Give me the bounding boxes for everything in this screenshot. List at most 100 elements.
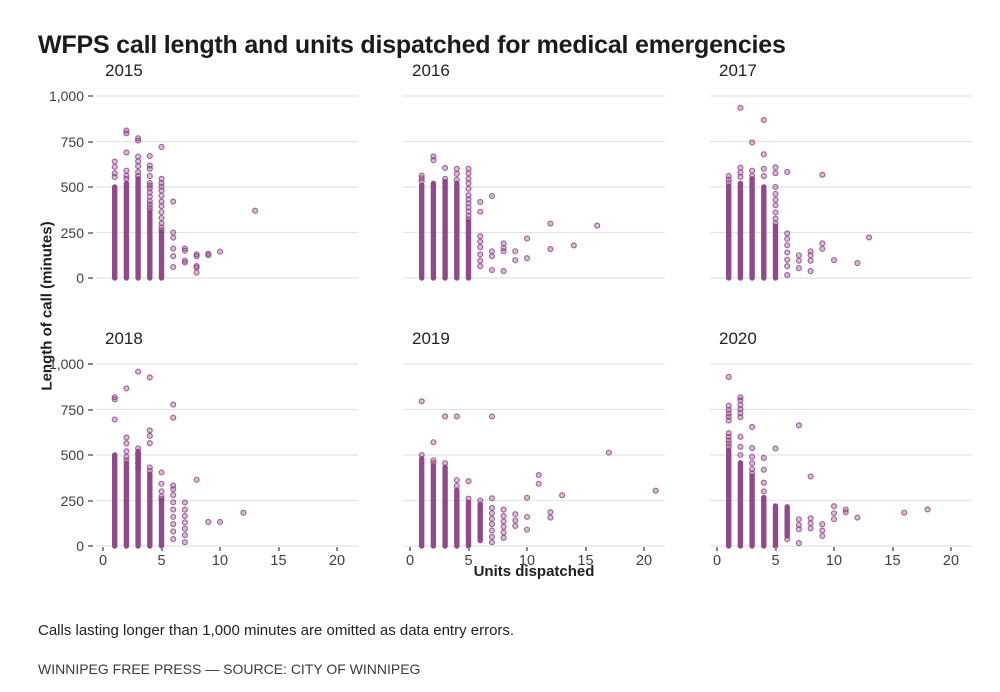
data-point [430,457,437,464]
data-point [795,252,802,259]
data-point [146,440,153,447]
data-point [418,172,425,179]
x-tick-label: 10 [211,553,229,569]
data-point [488,533,495,540]
data-point [123,167,130,174]
data-point [760,165,767,172]
scatter-plot: 0 250 500 750 1,000 0 5 10 15 20 [49,356,358,569]
data-point [135,445,142,452]
data-point [784,536,791,543]
data-point [465,208,472,215]
data-point [819,245,826,252]
data-point [477,198,484,205]
y-tick-mark [88,140,93,143]
data-point [146,193,153,200]
data-point [760,173,767,180]
data-point [772,183,779,191]
data-point [760,454,767,461]
data-point [842,506,849,513]
data-point [170,264,177,271]
data-point [807,257,814,264]
data-point [135,163,142,170]
data-point [465,196,472,203]
data-point [146,153,153,160]
data-point [418,451,425,459]
x-tick-mark [891,547,894,551]
data-point [523,513,531,520]
data-point [205,518,212,526]
x-tick-label: 0 [405,553,415,569]
chart-grid: 2015 0 250 500 750 1,000 2016 2017 2018 0 250 500 75… [49,60,976,569]
data-point [477,257,484,264]
data-point [216,248,224,255]
data-point [135,135,142,142]
data-point [488,253,495,260]
data-point [170,521,177,528]
data-point [123,149,130,156]
x-tick-label: 5 [771,553,780,569]
data-point [500,518,507,525]
x-tick-mark [584,547,587,551]
data-point [795,540,802,547]
data-point [181,525,188,532]
data-point [488,510,495,517]
data-point [146,427,153,434]
data-point [737,394,744,401]
panel-year-label: 2020 [719,329,757,348]
data-point [523,235,531,242]
dense-strip [158,229,165,281]
x-tick-label: 0 [98,553,108,569]
data-point [488,193,495,200]
data-point [146,173,153,180]
data-point [500,529,507,536]
data-point [500,523,507,530]
data-point [535,471,542,479]
data-point [135,450,142,457]
data-point [252,207,259,214]
data-point [749,445,756,452]
data-point [807,248,814,255]
data-point [430,439,437,446]
data-point [725,373,732,380]
dense-strip [112,184,118,281]
data-point [240,509,247,516]
data-point [500,506,507,513]
data-point [158,220,165,227]
footnote: Calls lasting longer than 1,000 minutes … [38,622,515,639]
data-point [749,460,756,467]
dense-strip [147,209,153,281]
y-tick-label: 250 [60,224,84,241]
scatter-canvas [710,95,972,281]
y-tick-mark [88,277,93,279]
x-tick-mark [160,547,163,551]
data-point [830,257,838,264]
data-point [819,521,826,528]
data-point [170,536,177,543]
data-point [749,172,756,179]
panel-year-label: 2018 [105,329,143,348]
data-point [158,214,165,221]
data-point [784,242,791,249]
chart-row: 2018 0 250 500 750 1,000 0 5 10 15 20 2019 0 5 10 15 20 2… [49,328,976,569]
data-point [725,402,732,409]
data-point [170,414,177,421]
dense-strip [442,178,448,281]
y-tick-mark [88,454,93,456]
source-attribution: WINNIPEG FREE PRESS — SOURCE: CITY OF WI… [38,661,421,677]
data-point [181,532,188,539]
y-tick-label: 750 [60,401,84,418]
data-point [158,179,165,187]
data-point [453,176,460,183]
data-point [135,368,142,375]
x-tick-mark [643,547,645,551]
data-point [158,209,165,216]
panel-year-label: 2017 [719,61,757,80]
dense-strip [477,501,483,544]
data-point [819,532,826,540]
data-point [158,198,165,205]
data-point [488,504,495,511]
data-point [123,385,130,392]
data-point [795,422,802,429]
data-point [784,168,791,175]
dense-strip [123,180,130,281]
